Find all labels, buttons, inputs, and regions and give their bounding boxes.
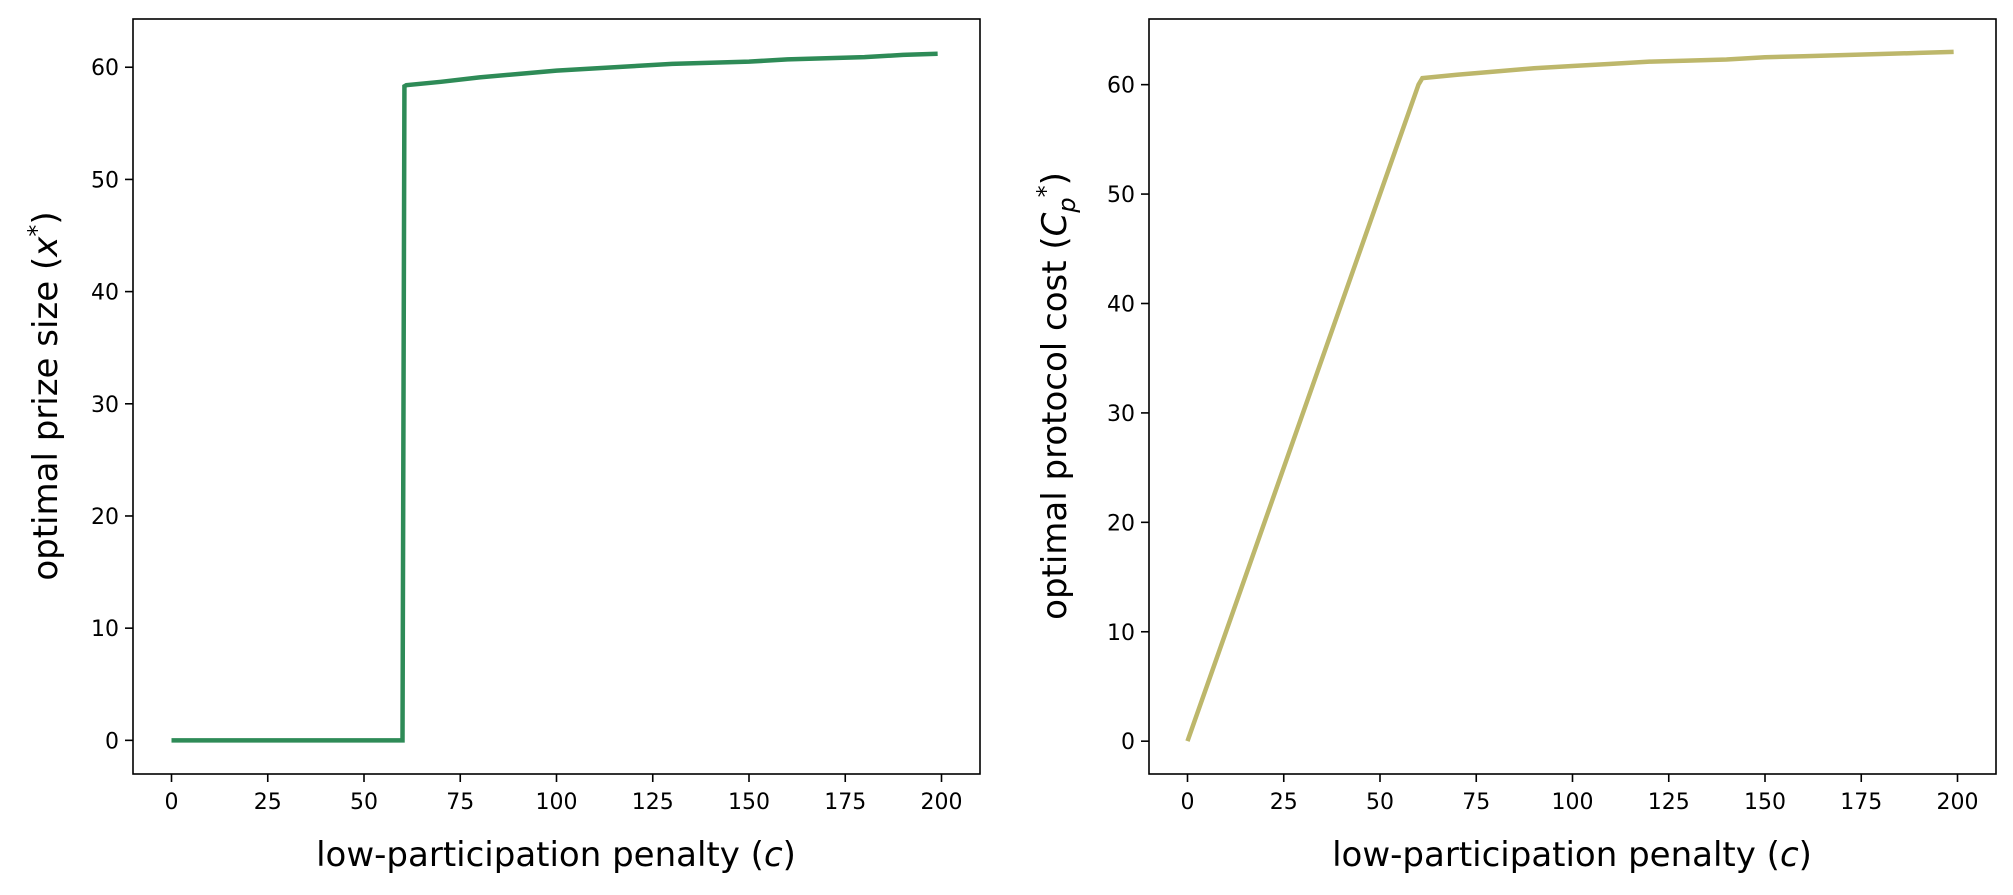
left-y-tick-label: 50	[91, 168, 119, 193]
right-x-ticks: 0 25 50 75 100 125 150 175 200	[1181, 774, 1979, 815]
right-y-tick-label: 30	[1107, 402, 1135, 427]
left-x-axis-label-text: )	[783, 835, 796, 875]
left-x-tick-label: 125	[632, 790, 674, 815]
right-y-tick-label: 50	[1107, 183, 1135, 208]
right-y-ticks: 0 10 20 30 40 50 60	[1107, 74, 1149, 755]
right-x-tick-label: 150	[1744, 790, 1786, 815]
left-y-tick-label: 60	[91, 56, 119, 81]
left-x-tick-label: 75	[446, 790, 474, 815]
left-y-tick-label: 30	[91, 393, 119, 418]
right-y-axis-label: optimal protocol cost (Cp*)	[1032, 172, 1081, 620]
left-chart-panel: 0 25 50 75 100 125 150 175 200 0 10 20 30 40 50 60 low…	[23, 18, 981, 875]
left-y-tick-label: 0	[105, 729, 119, 754]
left-x-tick-label: 50	[350, 790, 378, 815]
left-y-tick-label: 20	[91, 505, 119, 530]
right-y-axis-label-text: C	[1035, 212, 1075, 236]
right-y-tick-label: 0	[1121, 730, 1135, 755]
right-x-tick-label: 25	[1270, 790, 1298, 815]
right-y-axis-label-text: optimal protocol cost (	[1035, 236, 1075, 619]
right-y-axis-label-text: p	[1053, 197, 1081, 213]
left-x-axis-label-text: c	[764, 835, 783, 875]
right-x-axis-label-text: )	[1799, 835, 1812, 875]
right-chart-panel: 0 25 50 75 100 125 150 175 200 0 10 20 30 40 50 60 low…	[1032, 18, 1997, 875]
right-x-tick-label: 125	[1648, 790, 1690, 815]
left-y-axis-label-text: x	[26, 236, 66, 258]
right-y-axis-label-text: *	[1032, 185, 1060, 197]
left-x-ticks: 0 25 50 75 100 125 150 175 200	[165, 774, 963, 815]
left-x-tick-label: 175	[824, 790, 866, 815]
left-y-axis-label-text: )	[26, 211, 66, 224]
right-plot-frame	[1148, 18, 1997, 775]
right-x-axis-label: low-participation penalty (c)	[1332, 835, 1812, 875]
left-y-tick-label: 10	[91, 617, 119, 642]
right-x-tick-label: 200	[1937, 790, 1979, 815]
left-y-tick-label: 40	[91, 281, 119, 306]
left-y-axis-label-text: *	[23, 225, 51, 237]
right-series-line	[1185, 49, 1954, 742]
left-x-tick-label: 150	[728, 790, 770, 815]
left-x-axis-label: low-participation penalty (c)	[316, 835, 796, 875]
right-x-axis-label-text: c	[1780, 835, 1799, 875]
left-x-tick-label: 0	[165, 790, 179, 815]
right-y-tick-label: 20	[1107, 511, 1135, 536]
right-y-axis-label-text: )	[1035, 172, 1075, 185]
left-y-ticks: 0 10 20 30 40 50 60	[91, 56, 133, 754]
right-x-tick-label: 0	[1181, 790, 1195, 815]
right-y-tick-label: 10	[1107, 621, 1135, 646]
left-y-axis-label: optimal prize size (x*)	[23, 211, 66, 580]
left-x-tick-label: 25	[254, 790, 282, 815]
left-y-axis-label-text: optimal prize size (	[26, 257, 66, 581]
right-y-tick-label: 40	[1107, 292, 1135, 317]
right-x-tick-label: 175	[1840, 790, 1882, 815]
left-x-tick-label: 100	[536, 790, 578, 815]
right-x-tick-label: 50	[1366, 790, 1394, 815]
right-y-tick-label: 60	[1107, 74, 1135, 99]
right-x-axis-label-text: low-participation penalty (	[1332, 835, 1780, 875]
left-series-line	[171, 51, 938, 743]
right-x-tick-label: 100	[1552, 790, 1594, 815]
left-plot-frame	[132, 18, 981, 775]
left-x-axis-label-text: low-participation penalty (	[316, 835, 764, 875]
right-x-tick-label: 75	[1462, 790, 1490, 815]
left-x-tick-label: 200	[921, 790, 963, 815]
